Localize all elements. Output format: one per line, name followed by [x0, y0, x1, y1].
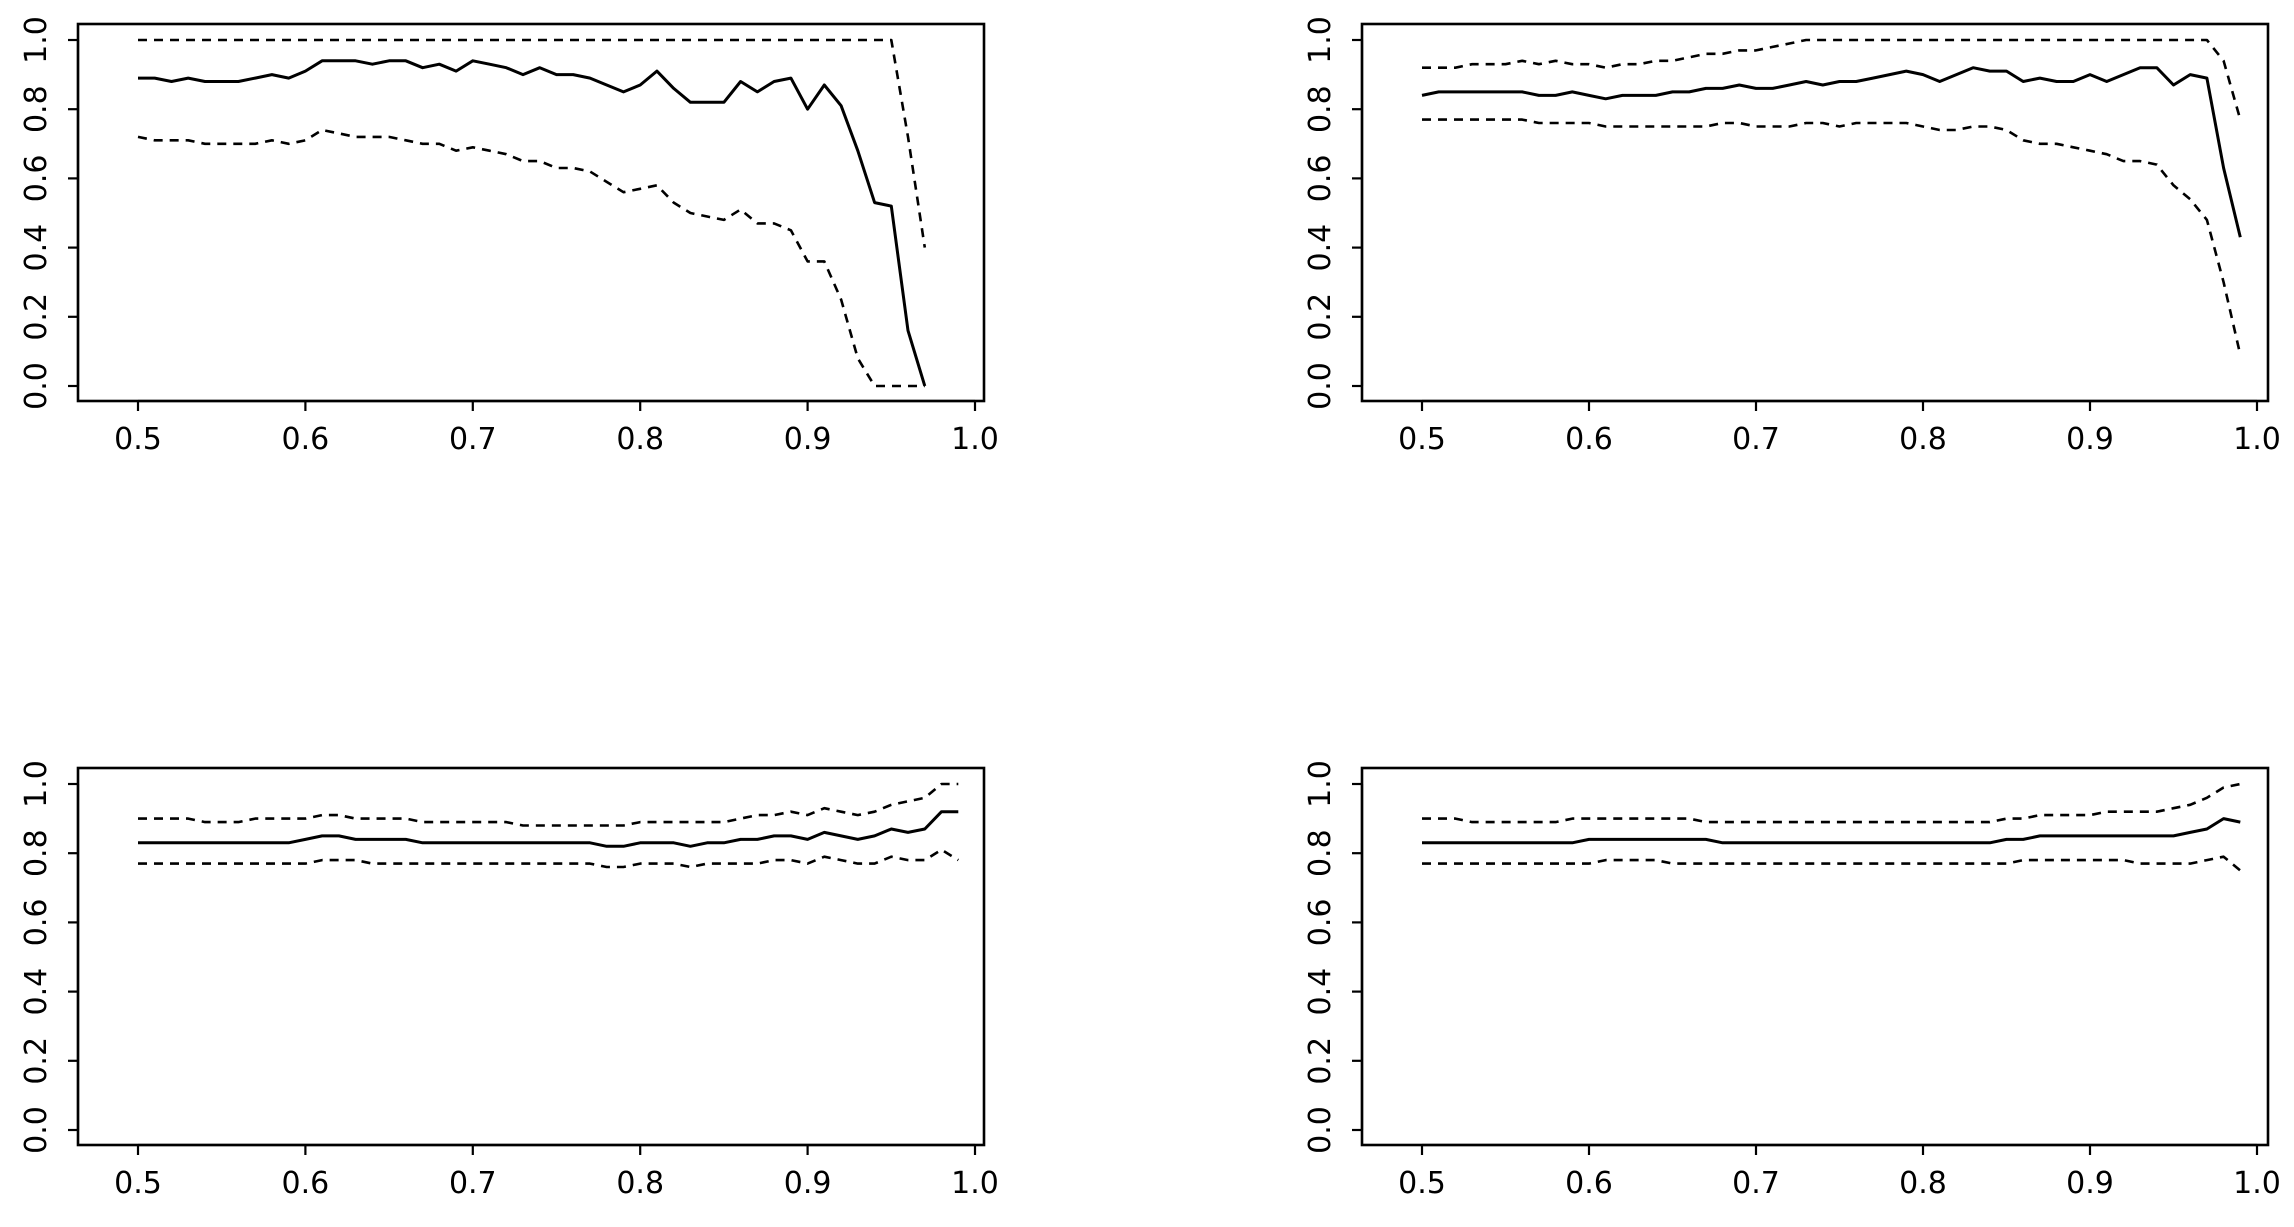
y-tick-label: 0.6: [19, 155, 54, 203]
dashed-series-line-1: [138, 38, 927, 248]
dashed-series-line-2: [138, 848, 959, 869]
y-tick-label: 0.8: [19, 85, 54, 133]
x-tick-label: 0.8: [1899, 1166, 1947, 1201]
axis-layer: 0.5 0.6 0.7 0.8 0.9 1.0 0.0 0.2 0.4 0.6 0.8 1.0: [19, 16, 999, 457]
x-tick-label: 0.8: [616, 422, 664, 457]
x-tick-label: 0.5: [114, 422, 162, 457]
x-tick-label: 0.6: [1565, 1166, 1613, 1201]
solid-series-line: [1421, 66, 2242, 238]
dashed-series-line-1: [1422, 782, 2241, 824]
y-tick-label: 0.8: [1303, 85, 1338, 133]
dashed-series-line-1: [138, 782, 959, 827]
y-tick-label: 0.2: [1303, 1037, 1338, 1085]
x-tick-label: 0.6: [282, 1166, 330, 1201]
y-tick-label: 1.0: [1303, 760, 1338, 808]
y-tick-label: 0.2: [1303, 293, 1338, 341]
y-tick-label: 0.4: [19, 968, 54, 1016]
solid-series-line: [138, 810, 959, 848]
dashed-series-line-2: [1422, 118, 2242, 356]
x-tick-label: 0.8: [616, 1166, 664, 1201]
solid-series-line: [138, 59, 927, 387]
x-tick-label: 1.0: [951, 1166, 999, 1201]
x-tick-label: 0.7: [1732, 1166, 1780, 1201]
y-tick-label: 0.0: [1303, 362, 1338, 410]
dashed-series-line-2: [1422, 855, 2242, 872]
y-tick-label: 1.0: [19, 760, 54, 808]
y-tick-label: 1.0: [1303, 16, 1338, 64]
solid-series-line: [1422, 817, 2241, 845]
axis-layer: 0.5 0.6 0.7 0.8 0.9 1.0 0.0 0.2 0.4 0.6 0.8 1.0: [1303, 760, 2281, 1201]
y-tick-label: 0.8: [19, 829, 54, 877]
x-tick-label: 1.0: [2233, 1166, 2281, 1201]
y-tick-label: 0.6: [19, 899, 54, 947]
y-tick-label: 0.0: [19, 1106, 54, 1154]
y-tick-label: 0.4: [19, 224, 54, 272]
x-tick-label: 0.6: [282, 422, 330, 457]
y-tick-label: 0.4: [1303, 968, 1338, 1016]
series-layer: [137, 38, 927, 388]
y-tick-label: 0.8: [1303, 829, 1338, 877]
x-tick-label: 0.9: [784, 422, 832, 457]
x-tick-label: 0.9: [2066, 422, 2114, 457]
y-tick-label: 0.2: [19, 1037, 54, 1085]
y-tick-label: 0.0: [1303, 1106, 1338, 1154]
y-tick-label: 0.4: [1303, 224, 1338, 272]
y-tick-label: 0.2: [19, 293, 54, 341]
y-tick-label: 0.0: [19, 362, 54, 410]
panel-bottom-left: 0.5 0.6 0.7 0.8 0.9 1.0 0.0 0.2 0.4 0.6 0.8 1.0: [19, 760, 999, 1201]
axis-layer: 0.5 0.6 0.7 0.8 0.9 1.0 0.0 0.2 0.4 0.6 0.8 1.0: [19, 760, 999, 1201]
x-tick-label: 0.5: [114, 1166, 162, 1201]
x-tick-label: 0.7: [1732, 422, 1780, 457]
x-tick-label: 0.7: [449, 1166, 497, 1201]
y-tick-label: 0.6: [1303, 155, 1338, 203]
x-tick-label: 0.9: [2066, 1166, 2114, 1201]
x-tick-label: 0.7: [449, 422, 497, 457]
series-layer: [1422, 782, 2242, 872]
y-tick-label: 1.0: [19, 16, 54, 64]
x-tick-label: 0.8: [1899, 422, 1947, 457]
x-tick-label: 1.0: [2233, 422, 2281, 457]
axis-layer: 0.5 0.6 0.7 0.8 0.9 1.0 0.0 0.2 0.4 0.6 0.8 1.0: [1303, 16, 2281, 457]
panel-bottom-right: 0.5 0.6 0.7 0.8 0.9 1.0 0.0 0.2 0.4 0.6 0.8 1.0: [1303, 760, 2281, 1201]
x-tick-label: 0.5: [1398, 422, 1446, 457]
series-layer: [138, 782, 959, 869]
panel-top-left: 0.5 0.6 0.7 0.8 0.9 1.0 0.0 0.2 0.4 0.6 0.8 1.0: [19, 16, 999, 457]
panel-top-right: 0.5 0.6 0.7 0.8 0.9 1.0 0.0 0.2 0.4 0.6 0.8 1.0: [1303, 16, 2281, 457]
x-tick-label: 0.5: [1398, 1166, 1446, 1201]
x-tick-label: 0.6: [1565, 422, 1613, 457]
x-tick-label: 1.0: [951, 422, 999, 457]
series-layer: [1421, 38, 2242, 356]
x-tick-label: 0.9: [784, 1166, 832, 1201]
y-tick-label: 0.6: [1303, 899, 1338, 947]
dashed-series-line-2: [137, 128, 925, 388]
